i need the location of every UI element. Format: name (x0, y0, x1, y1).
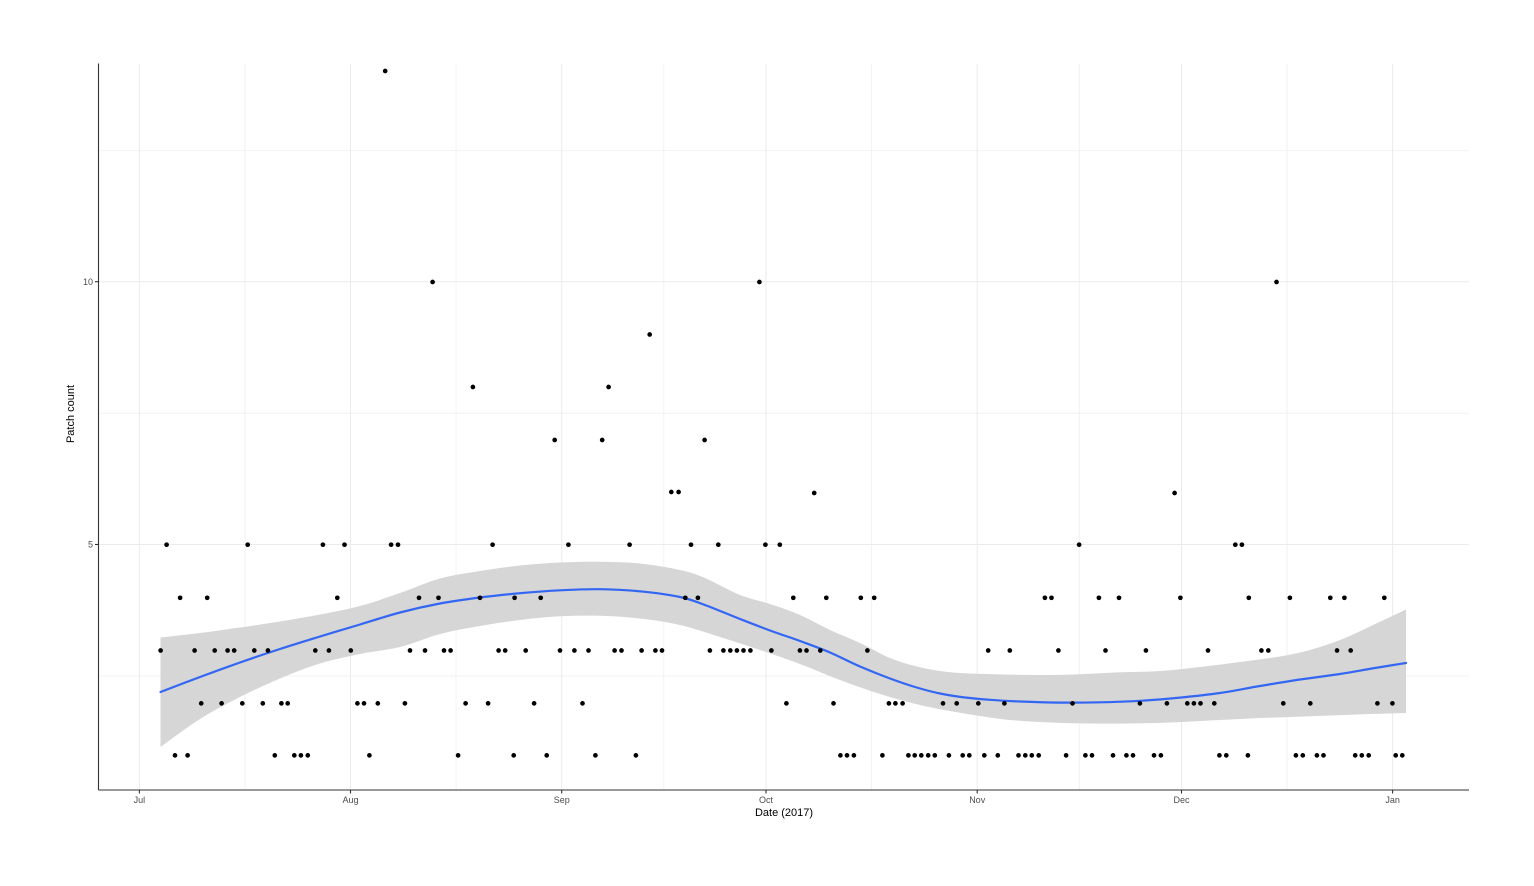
svg-text:10: 10 (83, 277, 93, 287)
svg-text:Aug: Aug (342, 795, 358, 805)
svg-text:5: 5 (88, 540, 93, 550)
svg-text:Jul: Jul (134, 795, 146, 805)
svg-text:Dec: Dec (1173, 795, 1190, 805)
svg-text:Date (2017): Date (2017) (755, 807, 813, 819)
svg-text:Jan: Jan (1385, 795, 1400, 805)
svg-text:Nov: Nov (969, 795, 986, 805)
svg-text:Sep: Sep (554, 795, 570, 805)
svg-text:Patch count: Patch count (65, 385, 77, 443)
svg-text:Oct: Oct (759, 795, 774, 805)
